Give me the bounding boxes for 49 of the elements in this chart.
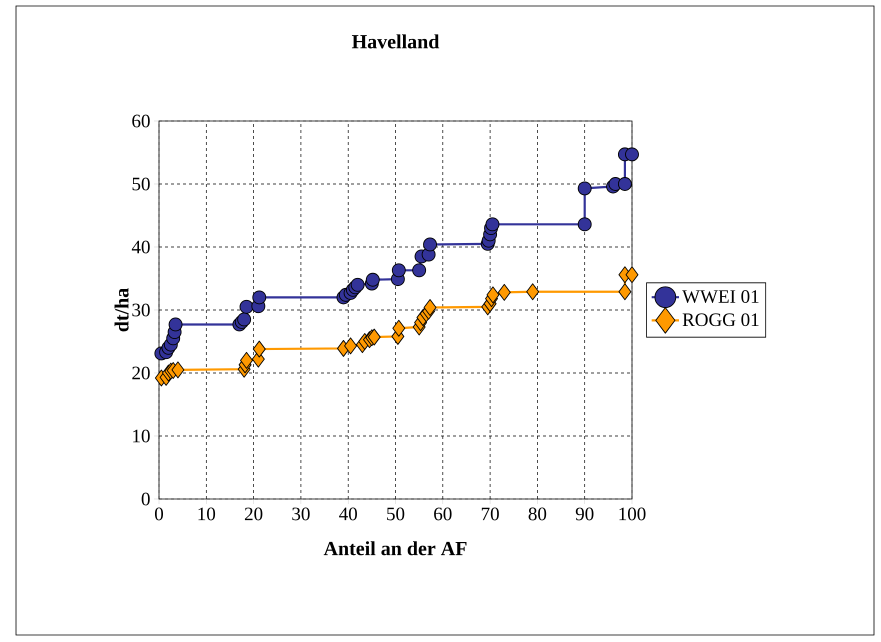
y-tick-label: 40 [132,240,150,254]
y-axis-title: dt/ha [114,288,129,332]
legend-label: ROGG 01 [682,313,759,326]
point [168,318,183,332]
chart-title: Havelland [352,34,440,48]
point [171,361,184,378]
y-tick-label: 20 [132,366,150,380]
point [625,147,639,162]
point [412,263,426,278]
point [423,238,437,252]
point [392,320,406,337]
point [392,263,406,278]
point [578,181,592,196]
x-tick-label: 20 [244,508,262,520]
point [618,177,632,191]
point [486,286,500,304]
point [526,283,540,300]
x-tick-label: 70 [482,508,499,520]
x-tick-label: 80 [528,508,546,520]
point [424,299,436,316]
x-axis-title: Anteil an der AF [324,541,466,556]
x-tick-label: 10 [198,508,216,520]
x-tick-label: 0 [154,508,164,520]
y-tick-label: 10 [133,430,150,442]
point [344,337,358,354]
y-tick-label: 60 [132,114,150,128]
x-tick-label: 90 [576,508,594,520]
y-tick-label: 50 [132,178,150,190]
point [240,300,254,314]
point [618,283,632,300]
point [368,328,381,346]
point [240,352,253,369]
x-tick-label: 30 [292,508,310,520]
point [626,266,638,284]
y-tick-label: 30 [132,304,150,316]
point [252,290,266,304]
point [237,312,252,326]
legend-label: WWEI 01 [682,290,759,304]
point [578,217,592,232]
point [498,284,511,301]
point [350,278,365,292]
y-tick-label: 0 [142,492,150,506]
point [486,217,500,232]
x-tick-label: 60 [434,508,452,520]
x-tick-label: 100 [619,508,646,520]
point [252,340,266,358]
point [366,272,380,287]
x-tick-label: 40 [339,508,357,520]
x-tick-label: 50 [387,508,404,520]
